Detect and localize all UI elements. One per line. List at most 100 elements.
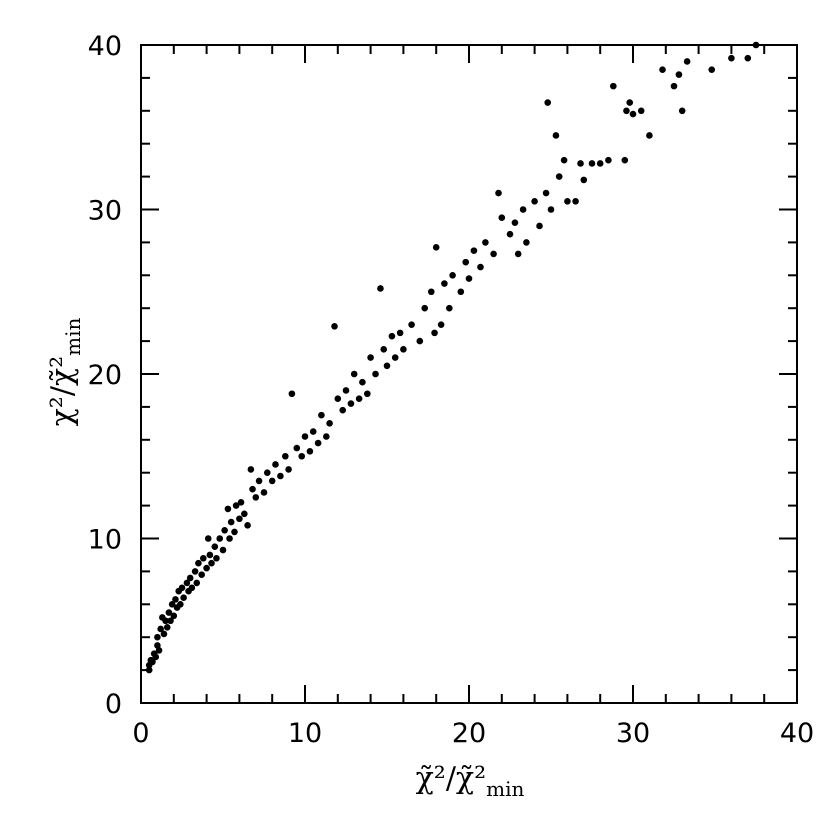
point [162,617,169,625]
point [163,624,171,631]
point [180,594,187,602]
x-tick-label: 0 [132,718,149,749]
point [377,285,384,292]
point [380,346,388,353]
point [495,189,502,197]
point [244,522,251,529]
point [572,197,579,205]
point [252,494,260,501]
point [511,219,519,226]
point [165,609,173,616]
point [388,332,396,340]
point [432,244,440,251]
point [339,406,347,414]
point [421,304,429,312]
point [208,559,215,567]
y-axis-label-main: χ²/χ̃² [45,356,80,427]
point [342,387,350,394]
point [213,554,220,562]
x-axis-label: χ̃²/χ̃²min [416,761,525,801]
point [186,574,194,582]
point [364,390,371,398]
y-axis-label: χ²/χ̃²min [45,317,85,426]
point [514,250,522,258]
point [646,132,653,139]
point [200,554,207,562]
point [552,132,560,139]
point [441,280,448,287]
point [241,510,248,518]
point [232,502,240,509]
point [277,472,284,480]
point [193,579,201,587]
point [282,452,289,460]
point [195,559,202,567]
point [157,625,164,633]
point [431,329,438,337]
point [272,461,279,468]
point [728,54,735,62]
point [372,370,379,378]
point [396,329,404,337]
point [470,247,478,254]
point [206,551,214,559]
x-axis-label-sub: min [486,777,524,801]
point [178,584,186,592]
point [172,596,179,603]
point [408,321,415,328]
point [544,99,552,106]
point [580,176,588,184]
y-tick-label: 0 [105,689,122,720]
point [226,535,233,542]
x-tick-label: 30 [616,718,650,749]
point [498,214,506,222]
point [523,239,530,246]
plot-frame [140,44,798,704]
point [221,526,228,534]
point [542,189,550,197]
point [167,617,174,625]
point [555,173,563,180]
point [170,612,178,620]
x-tick-label: 40 [780,718,814,749]
point [314,439,322,447]
point [268,477,276,485]
point [465,275,473,282]
point [298,452,306,460]
point [260,489,268,496]
point [154,633,161,641]
point [334,395,342,402]
point [457,288,465,296]
point [744,54,752,62]
point [675,71,683,78]
point [198,571,205,578]
point [629,110,637,118]
point [605,156,612,164]
point [482,239,489,246]
point [145,666,153,674]
point [383,362,391,370]
point [391,354,399,361]
point [204,535,212,542]
point [306,448,314,455]
y-tick-label: 20 [88,360,122,391]
point [659,66,666,73]
point [449,272,456,279]
point [427,288,435,296]
point [331,322,338,330]
point [149,658,156,666]
point [670,82,678,90]
x-tick-label: 10 [288,718,322,749]
x-axis-label-main: χ̃²/χ̃² [416,761,487,796]
point [347,400,355,407]
point [437,321,445,328]
point [188,584,196,592]
point [255,477,263,485]
point [359,378,366,386]
y-tick-label: 10 [88,525,122,556]
point [637,107,645,115]
point [285,466,292,473]
point [490,250,497,258]
point [367,354,374,361]
